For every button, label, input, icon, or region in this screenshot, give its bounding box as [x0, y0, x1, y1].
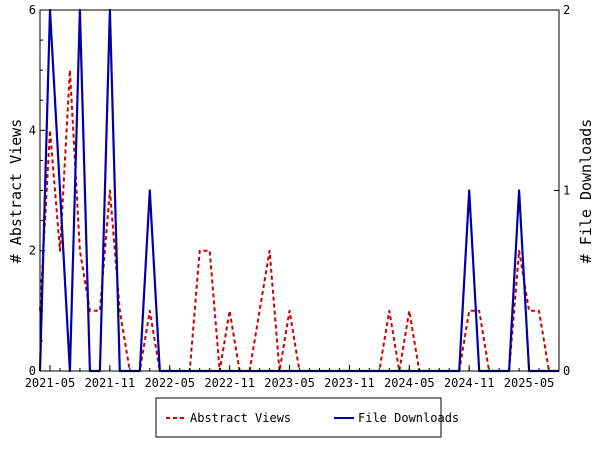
x-tick-label: 2024-11	[444, 376, 495, 390]
legend-file-downloads-label: File Downloads	[358, 411, 459, 425]
y-left-tick-label: 4	[29, 123, 36, 137]
axes: 2021-05 2021-11 2022-05 2022-11 2023-05 2023-…	[25, 3, 571, 390]
y-right-tick-label: 2	[563, 3, 570, 17]
plot-area	[38, 8, 559, 373]
y-left-tick-label: 0	[29, 364, 36, 378]
y-right-tick-label: 1	[563, 184, 570, 198]
x-tick-label: 2025-05	[504, 376, 555, 390]
x-tick-label: 2022-05	[144, 376, 195, 390]
right-axis-title: # File Downloads	[577, 119, 595, 264]
x-tick-label: 2021-05	[25, 376, 76, 390]
y-right-tick-label: 0	[563, 364, 570, 378]
y-left-tick-label: 2	[29, 244, 36, 258]
left-axis-title: # Abstract Views	[7, 119, 25, 264]
x-tick-label: 2024-05	[384, 376, 435, 390]
x-tick-label: 2023-11	[324, 376, 375, 390]
y-left-tick-label: 6	[29, 3, 36, 17]
x-tick-label: 2023-05	[264, 376, 315, 390]
legend: Abstract Views File Downloads	[155, 397, 459, 438]
x-tick-label: 2022-11	[204, 376, 255, 390]
legend-abstract-views-label: Abstract Views	[190, 411, 291, 425]
x-tick-label: 2021-11	[85, 376, 136, 390]
legend-box	[155, 397, 442, 438]
